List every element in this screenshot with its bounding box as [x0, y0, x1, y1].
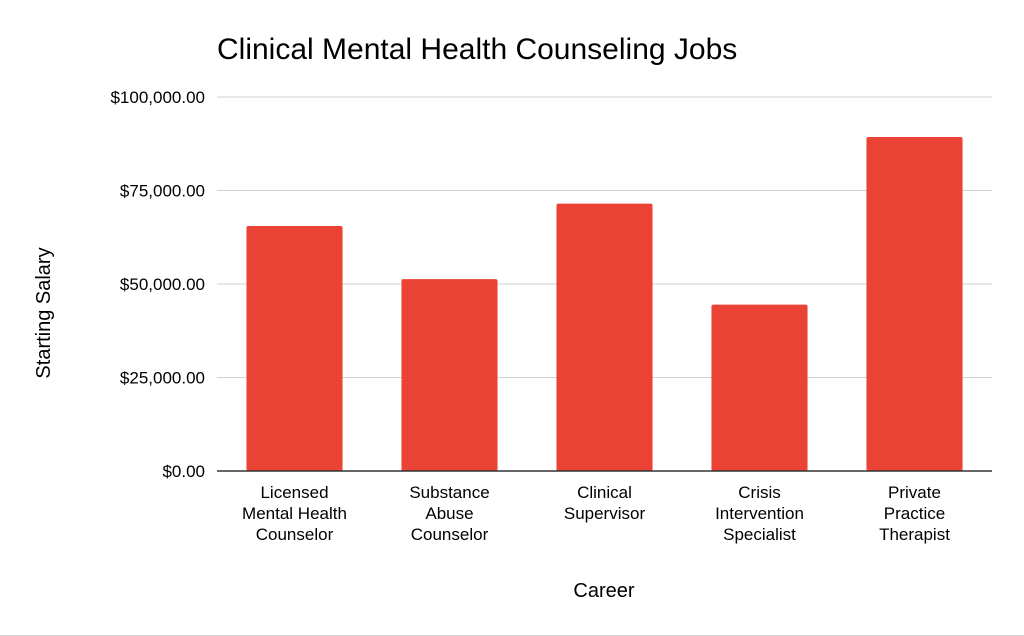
y-tick-label: $75,000.00 [120, 182, 205, 201]
x-tick-label-line: Substance [409, 483, 489, 502]
x-tick-label-line: Counselor [256, 525, 334, 544]
bars [246, 137, 963, 471]
x-tick-label-line: Licensed [260, 483, 328, 502]
x-tick-label-line: Intervention [715, 504, 804, 523]
chart-title: Clinical Mental Health Counseling Jobs [217, 33, 737, 66]
x-tick-label: Private Practice Therapist [879, 483, 950, 544]
x-tick-label: Licensed Mental Health Counselor [242, 483, 347, 544]
x-tick-label-line: Practice [884, 504, 945, 523]
x-tick-label: Crisis Intervention Specialist [715, 483, 804, 544]
y-tick-label: $0.00 [162, 462, 205, 481]
x-tick-label-line: Specialist [723, 525, 796, 544]
bar [246, 226, 343, 471]
bar [711, 304, 808, 471]
y-tick-label: $25,000.00 [120, 369, 205, 388]
x-tick-label: Substance Abuse Counselor [409, 483, 489, 544]
x-tick-label-line: Clinical [577, 483, 632, 502]
x-tick-label-line: Mental Health [242, 504, 347, 523]
x-tick-label-line: Private [888, 483, 941, 502]
x-tick-label-line: Counselor [411, 525, 489, 544]
x-tick-label-line: Supervisor [564, 504, 646, 523]
x-axis-title: Career [573, 580, 634, 602]
y-tick-label: $50,000.00 [120, 275, 205, 294]
bar [866, 137, 963, 471]
bar [401, 279, 498, 471]
x-tick-label-line: Crisis [738, 483, 781, 502]
y-axis-title: Starting Salary [33, 247, 55, 378]
y-tick-label: $100,000.00 [110, 88, 205, 107]
x-tick-label-line: Abuse [425, 504, 473, 523]
bar [556, 203, 653, 471]
x-tick-label: Clinical Supervisor [564, 483, 646, 523]
y-axis-ticks: $0.00 $25,000.00 $50,000.00 $75,000.00 $100,… [110, 88, 205, 481]
x-axis-ticks: Licensed Mental Health Counselor Substance A… [242, 483, 950, 544]
x-tick-label-line: Therapist [879, 525, 950, 544]
